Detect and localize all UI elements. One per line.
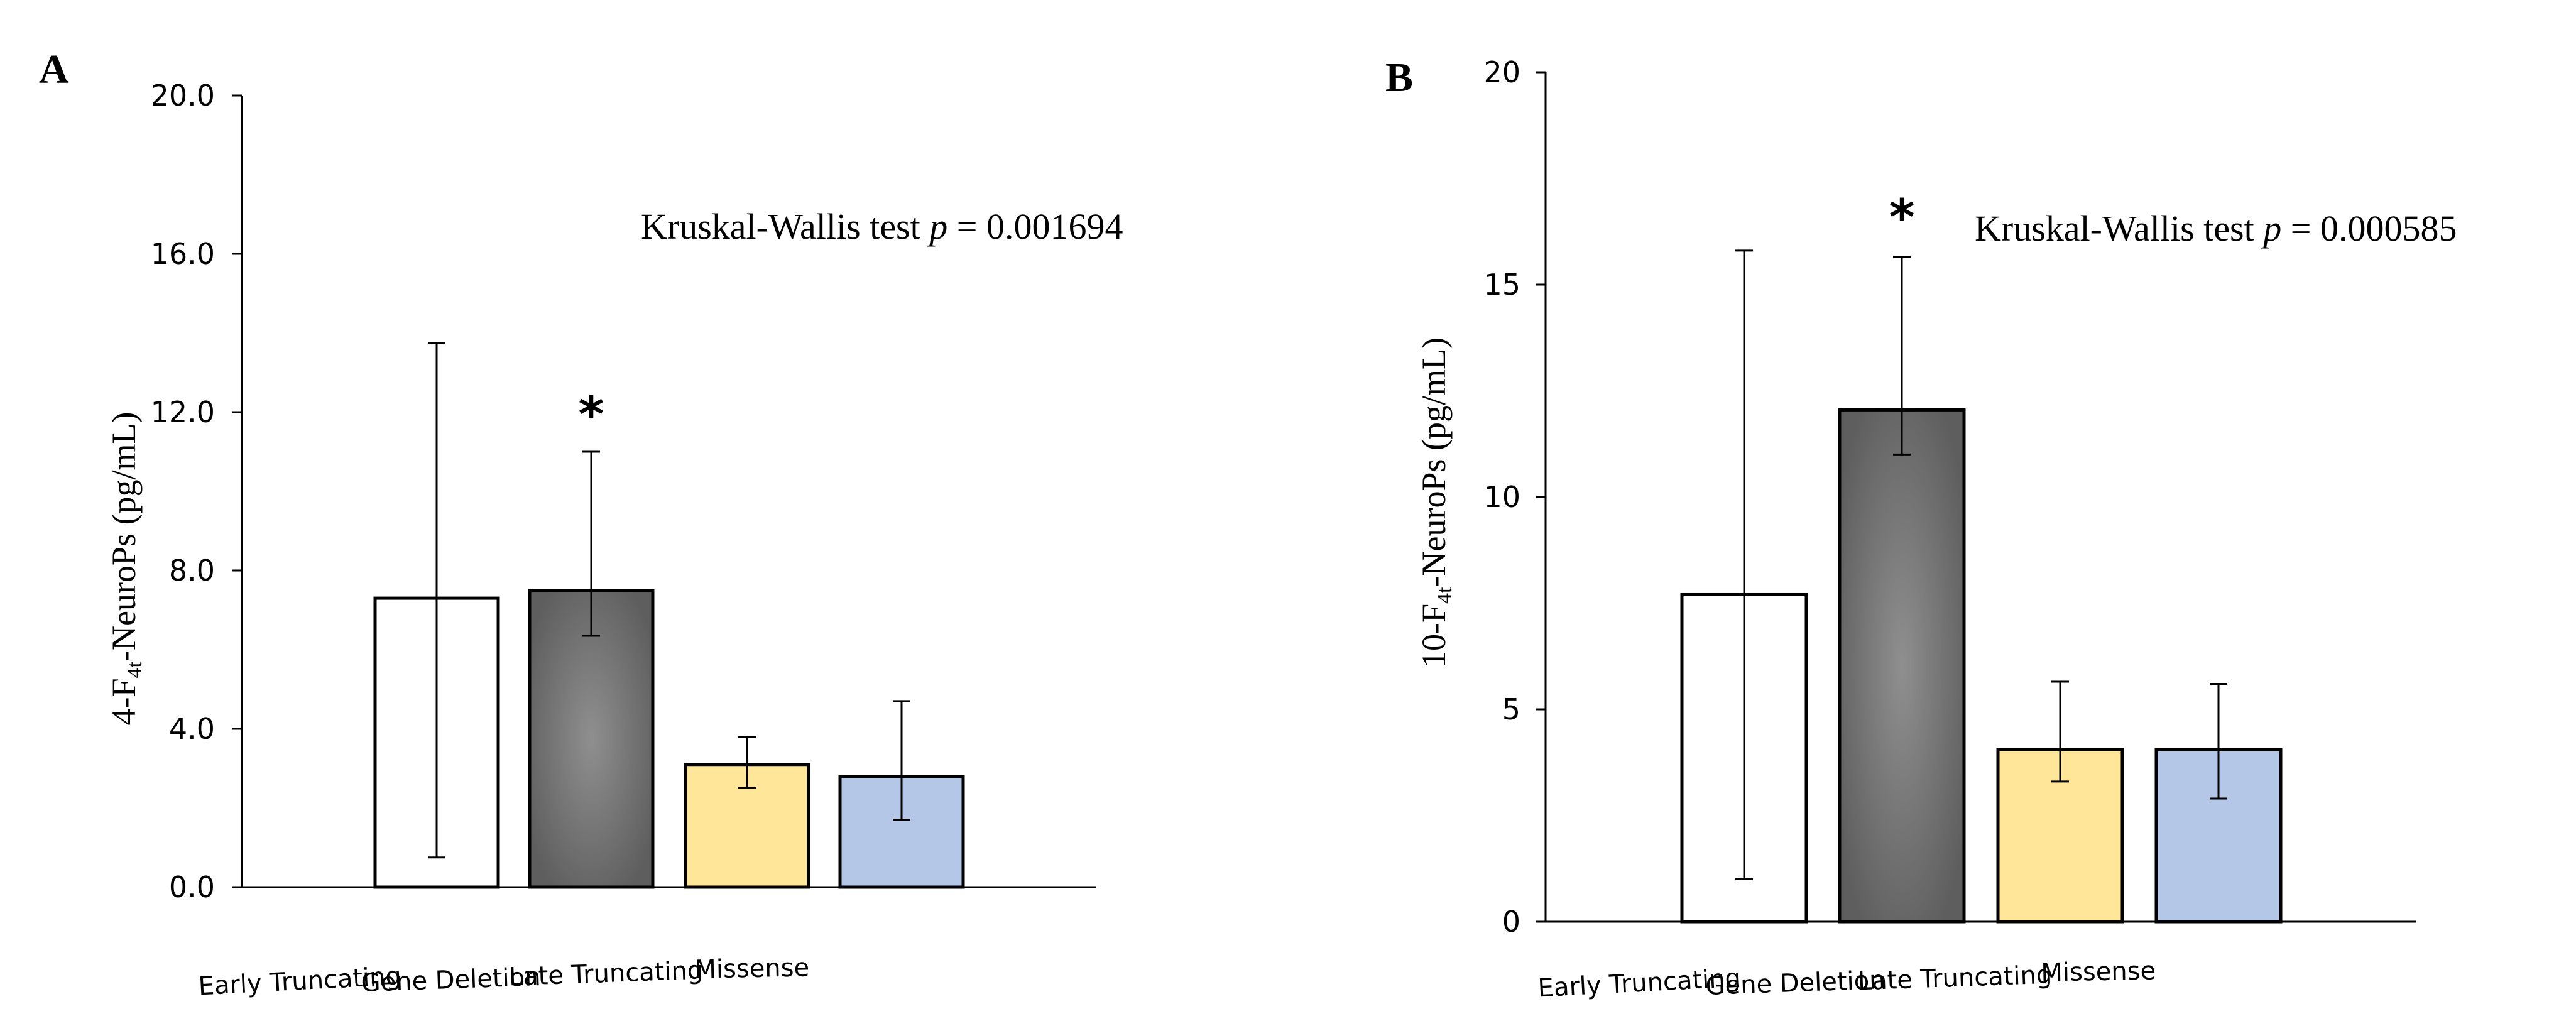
y-tick-label: 16.0: [151, 237, 215, 271]
panel-b-annotation: Kruskal-Wallis test p = 0.000585: [1975, 208, 2457, 249]
panel-b-ylabel: 10-F4t-NeuroPs (pg/mL): [1415, 337, 1456, 668]
bar-missense: [838, 775, 965, 889]
y-tick-label: 0.0: [169, 870, 215, 904]
panel-a-ylabel: 4-F4t-NeuroPs (pg/mL): [105, 412, 146, 726]
error-bar: [738, 736, 756, 789]
error-bar: [2051, 680, 2069, 783]
x-category-label: Late Truncating: [1857, 961, 2053, 996]
significance-marker: *: [1889, 190, 1915, 246]
bar-gene-deletion: [1838, 408, 1966, 924]
x-category-label: Late Truncating: [508, 956, 704, 992]
y-tick-label: 10: [1483, 480, 1520, 514]
y-tick-label: 8.0: [169, 554, 215, 587]
panel-a-letter: A: [39, 46, 69, 92]
y-tick-label: 20.0: [151, 79, 215, 112]
error-bar: [893, 700, 910, 821]
y-tick-label: 20: [1483, 55, 1520, 89]
error-bar: [582, 450, 600, 637]
error-bar: [1735, 249, 1753, 880]
y-tick-label: 15: [1483, 268, 1520, 302]
x-category-label: Gene Deletion: [361, 963, 541, 998]
y-tick-label: 0: [1502, 905, 1520, 939]
significance-marker: *: [579, 387, 604, 444]
y-tick-label: 12.0: [151, 395, 215, 429]
y-tick-label: 5: [1502, 692, 1520, 726]
x-category-label: Missense: [694, 953, 809, 984]
y-tick-label: 4.0: [169, 712, 215, 746]
bar-gene-deletion: [528, 589, 655, 889]
x-category-label: Missense: [2041, 956, 2156, 987]
panel-b-letter: B: [1385, 55, 1413, 101]
error-bar: [428, 342, 445, 859]
error-bar: [2210, 682, 2227, 800]
x-category-label: Gene Deletion: [1705, 966, 1886, 1001]
panel-a-annotation: Kruskal-Wallis test p = 0.001694: [641, 206, 1123, 247]
error-bar: [1893, 256, 1911, 456]
